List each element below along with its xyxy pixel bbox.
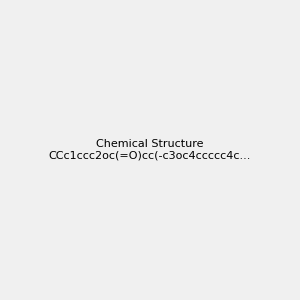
Text: Chemical Structure
CCc1ccc2oc(=O)cc(-c3oc4ccccc4c...: Chemical Structure CCc1ccc2oc(=O)cc(-c3o… — [49, 139, 251, 161]
